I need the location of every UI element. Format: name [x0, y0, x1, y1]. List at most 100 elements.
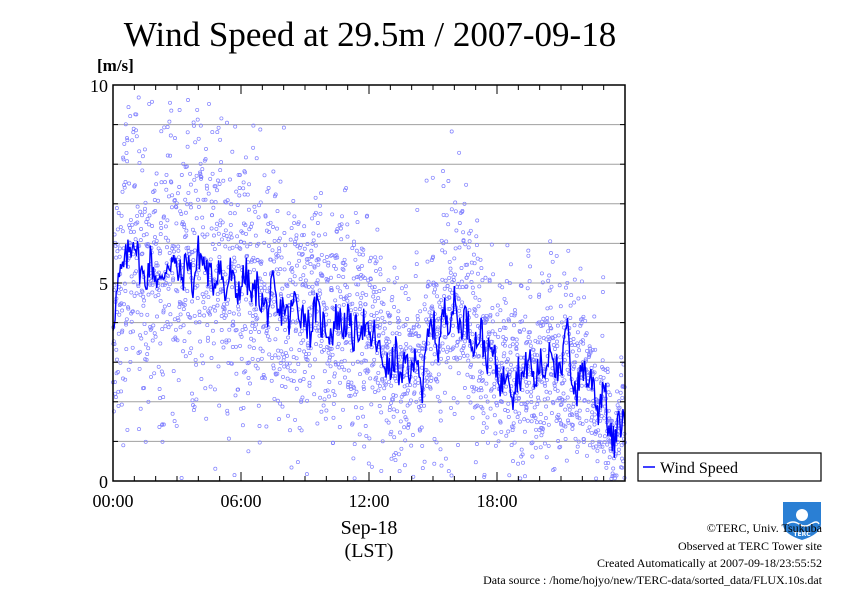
scatter-point	[136, 95, 141, 100]
scatter-point	[287, 361, 292, 366]
scatter-point	[435, 394, 440, 399]
scatter-point	[288, 368, 293, 373]
scatter-point	[446, 306, 451, 311]
x-tick-label: 18:00	[476, 491, 517, 511]
scatter-point	[503, 300, 508, 305]
scatter-point	[158, 341, 163, 346]
scatter-point	[408, 398, 413, 403]
scatter-point	[404, 341, 409, 346]
scatter-point	[347, 393, 352, 398]
scatter-point	[493, 332, 498, 337]
scatter-point	[430, 306, 435, 311]
chart-title: Wind Speed at 29.5m / 2007-09-18	[124, 15, 616, 54]
scatter-point	[617, 399, 622, 404]
scatter-point	[505, 409, 510, 413]
scatter-point	[445, 283, 450, 288]
scatter-point	[237, 312, 242, 317]
scatter-point	[134, 269, 139, 274]
scatter-point	[364, 345, 369, 350]
scatter-point	[461, 345, 466, 350]
scatter-point	[167, 119, 172, 124]
scatter-point	[392, 305, 397, 309]
scatter-point	[123, 320, 128, 325]
scatter-point	[119, 213, 124, 218]
scatter-point	[425, 379, 430, 384]
scatter-point	[527, 279, 532, 284]
scatter-point	[390, 331, 395, 336]
scatter-point	[394, 379, 399, 384]
scatter-point	[146, 399, 151, 404]
scatter-point	[446, 179, 451, 183]
scatter-point	[162, 214, 166, 219]
scatter-point	[601, 449, 606, 454]
scatter-point	[448, 365, 453, 370]
scatter-point	[560, 381, 565, 386]
scatter-point	[234, 344, 238, 349]
scatter-point	[140, 213, 144, 218]
scatter-point	[195, 117, 200, 122]
scatter-point	[558, 304, 563, 309]
scatter-point	[586, 355, 591, 359]
scatter-point	[444, 239, 449, 244]
scatter-point	[237, 186, 242, 190]
scatter-point	[214, 226, 219, 231]
scatter-point	[528, 294, 533, 299]
scatter-point	[219, 116, 224, 121]
scatter-point	[139, 312, 144, 317]
scatter-point	[277, 367, 282, 372]
scatter-point	[429, 258, 434, 263]
scatter-point	[327, 394, 331, 399]
scatter-point	[310, 375, 315, 380]
scatter-point	[615, 389, 620, 394]
scatter-point	[288, 428, 292, 433]
scatter-point	[153, 334, 158, 339]
scatter-point	[439, 356, 443, 361]
scatter-point	[570, 426, 575, 431]
scatter-point	[542, 421, 546, 426]
scatter-point	[607, 416, 612, 421]
scatter-point	[275, 398, 280, 403]
scatter-point	[371, 294, 376, 299]
scatter-point	[342, 367, 347, 372]
scatter-point	[575, 330, 580, 335]
scatter-point	[601, 366, 606, 371]
scatter-point	[275, 253, 280, 258]
scatter-point	[160, 327, 165, 332]
scatter-point	[550, 259, 555, 264]
scatter-point	[396, 325, 401, 330]
scatter-point	[566, 418, 570, 423]
scatter-point	[505, 359, 510, 364]
scatter-point	[506, 429, 511, 434]
scatter-point	[284, 340, 288, 345]
scatter-point	[376, 296, 381, 301]
scatter-point	[438, 304, 442, 309]
scatter-point	[166, 274, 171, 278]
scatter-point	[270, 248, 275, 253]
scatter-point	[190, 227, 195, 232]
scatter-point	[358, 304, 363, 309]
scatter-point	[501, 319, 506, 324]
scatter-point	[185, 289, 190, 294]
scatter-point	[228, 222, 233, 227]
scatter-point	[447, 275, 452, 280]
scatter-point	[586, 399, 591, 404]
scatter-point	[326, 260, 331, 265]
scatter-point	[449, 129, 454, 134]
scatter-point	[265, 289, 270, 294]
scatter-point	[367, 436, 372, 441]
scatter-point	[333, 266, 338, 271]
scatter-point	[144, 357, 149, 362]
scatter-point	[542, 381, 547, 386]
scatter-point	[237, 173, 242, 177]
scatter-point	[547, 337, 552, 342]
scatter-point	[165, 153, 170, 158]
scatter-point	[289, 378, 294, 383]
scatter-point	[599, 414, 604, 419]
scatter-point	[350, 301, 355, 306]
scatter-point	[318, 395, 323, 400]
scatter-point	[563, 424, 568, 429]
scatter-point	[332, 264, 336, 268]
scatter-point	[166, 286, 171, 291]
scatter-point	[490, 329, 495, 334]
